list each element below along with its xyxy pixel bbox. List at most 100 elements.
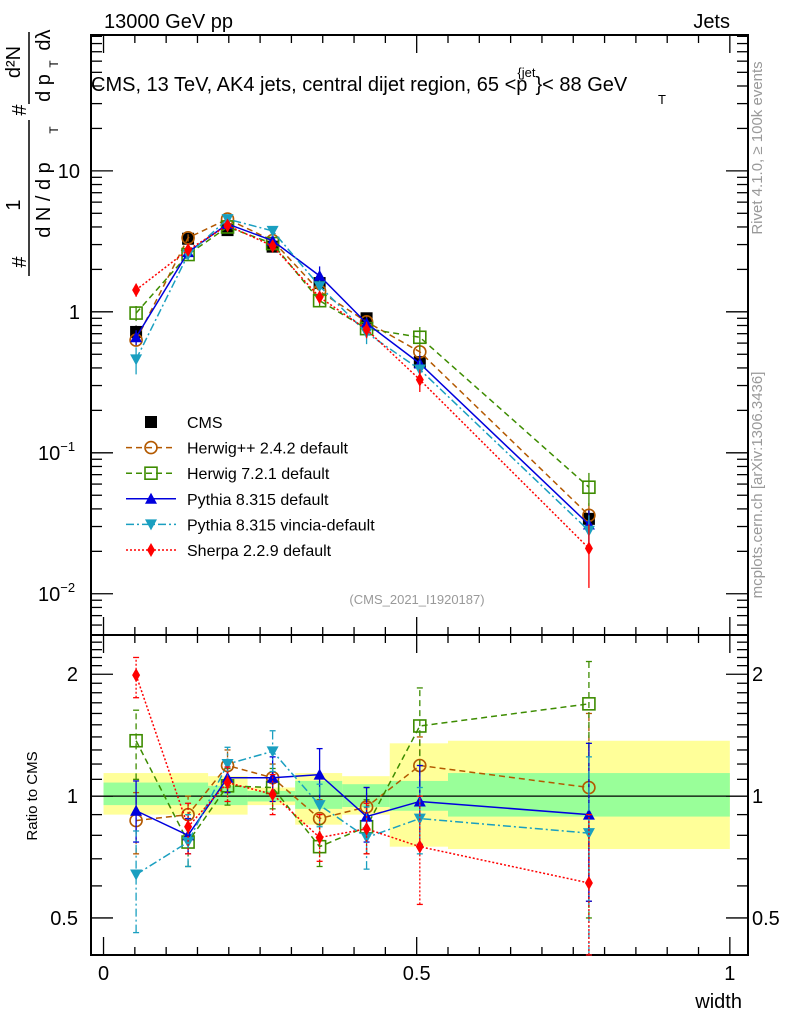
plot-title-sup: {jet xyxy=(517,65,535,80)
legend-label: Herwig++ 2.4.2 default xyxy=(187,441,349,458)
legend-label: CMS xyxy=(187,415,223,432)
legend-marker xyxy=(145,492,157,504)
ylabel-hash: # xyxy=(9,256,31,268)
data-point xyxy=(130,331,143,343)
ylabel-num1: 1 xyxy=(3,199,25,210)
data-point xyxy=(268,787,277,802)
ylabel-num2: d²N xyxy=(3,46,25,78)
ratio-y-tick-label-left: 0.5 xyxy=(50,908,78,930)
data-point xyxy=(415,839,424,854)
data-point xyxy=(362,821,371,836)
legend-marker xyxy=(144,440,158,455)
main-y-tick-label: 1 xyxy=(69,302,80,324)
data-point xyxy=(315,290,324,305)
data-point xyxy=(266,746,279,758)
data-point xyxy=(129,733,143,748)
legend-entry: Herwig 7.2.1 default xyxy=(126,466,330,483)
rivet-version-label: Rivet 4.1.0, ≥ 100k events xyxy=(749,61,766,234)
legend-label: Sherpa 2.2.9 default xyxy=(187,543,332,560)
ratio-y-tick-label-right: 1 xyxy=(752,786,763,808)
data-point xyxy=(268,239,277,254)
series-line xyxy=(135,773,589,837)
data-point xyxy=(184,819,193,834)
data-point xyxy=(223,775,232,790)
ratio-series-sherpa-2-2-9-default xyxy=(132,656,593,956)
ylabel-den1-sub: T xyxy=(47,126,61,134)
data-point xyxy=(132,282,141,297)
tick-exponent: −1 xyxy=(60,439,75,454)
main-y-tick-label: 10−1 xyxy=(38,439,75,465)
main-y-tick-label: 10 xyxy=(58,161,80,183)
legend-label: Pythia 8.315 vincia-default xyxy=(187,517,375,534)
data-point xyxy=(223,218,232,233)
main-y-tick-label: 10−2 xyxy=(38,580,75,606)
data-point xyxy=(315,830,324,845)
ratio-y-tick-label-right: 0.5 xyxy=(752,908,780,930)
data-point xyxy=(584,875,593,890)
data-point xyxy=(313,800,326,812)
plot-title-sub: T xyxy=(658,92,666,107)
legend-entry: Herwig++ 2.4.2 default xyxy=(126,441,349,458)
data-point xyxy=(413,330,427,345)
series-line xyxy=(135,218,590,516)
main-ylabel-group: #1 d N / d p T # d²N d p Tdλ xyxy=(3,29,61,276)
data-point xyxy=(584,541,593,556)
ratio-uncertainty-bands xyxy=(103,740,730,850)
header-category-label: Jets xyxy=(693,11,730,33)
tick-base: 10 xyxy=(38,443,60,465)
series-line xyxy=(135,218,590,532)
data-point xyxy=(360,832,373,844)
data-point xyxy=(130,354,143,366)
data-point xyxy=(582,480,596,495)
series-line xyxy=(135,224,590,549)
legend-label: Pythia 8.315 default xyxy=(187,492,329,509)
mcplots-label: mcplots.cern.ch [arXiv:1306.3436] xyxy=(749,372,766,599)
data-point xyxy=(313,768,326,780)
legend-entry: Pythia 8.315 vincia-default xyxy=(126,517,375,534)
x-tick-label: 0.5 xyxy=(403,963,431,985)
ylabel-hash2: # xyxy=(9,104,31,116)
data-point xyxy=(362,322,371,337)
plot-title: CMS, 13 TeV, AK4 jets, central dijet reg… xyxy=(91,65,628,96)
legend-entry: Sherpa 2.2.9 default xyxy=(126,543,332,560)
tick-base: 10 xyxy=(38,584,60,606)
tick-exponent: −2 xyxy=(60,580,75,595)
series-line xyxy=(135,674,590,884)
xaxis-label: width xyxy=(694,991,742,1013)
main-series-sherpa-2-2-9-default xyxy=(132,218,593,588)
data-point xyxy=(582,697,596,711)
header-collision-label: 13000 GeV pp xyxy=(104,11,233,33)
legend: CMS Herwig++ 2.4.2 default Herwig 7.2.1 de… xyxy=(126,415,375,560)
data-point xyxy=(130,804,143,816)
data-point xyxy=(221,759,234,771)
data-point xyxy=(184,242,193,257)
x-tick-label: 0 xyxy=(98,963,109,985)
analysis-id-annotation: (CMS_2021_I1920187) xyxy=(349,592,484,607)
data-point xyxy=(182,837,195,849)
ylabel-den2-tail: dλ xyxy=(33,29,55,50)
legend-label: Herwig 7.2.1 default xyxy=(187,466,330,483)
data-point xyxy=(130,869,143,881)
ylabel-den2-sub: T xyxy=(47,60,61,68)
data-point xyxy=(413,719,427,733)
main-ylabel: #1 d N / d p T # d²N d p Tdλ xyxy=(3,29,61,276)
ratio-ylabel: Ratio to CMS xyxy=(24,751,41,840)
series-line xyxy=(136,764,590,822)
ratio-y-tick-label-right: 2 xyxy=(752,664,763,686)
data-point xyxy=(415,372,424,387)
legend-entry: Pythia 8.315 default xyxy=(126,492,329,509)
ratio-series-layer xyxy=(129,656,596,956)
legend-marker xyxy=(147,543,155,557)
main-series-cms xyxy=(130,224,595,531)
legend-entry: CMS xyxy=(145,415,223,432)
legend-marker xyxy=(144,466,158,481)
series-line xyxy=(135,750,589,876)
ratio-y-tick-label-left: 1 xyxy=(67,786,78,808)
data-point xyxy=(129,306,143,320)
series-line xyxy=(135,703,590,848)
ratio-frame xyxy=(90,634,749,956)
band-inner xyxy=(103,782,209,806)
data-point xyxy=(313,281,326,293)
